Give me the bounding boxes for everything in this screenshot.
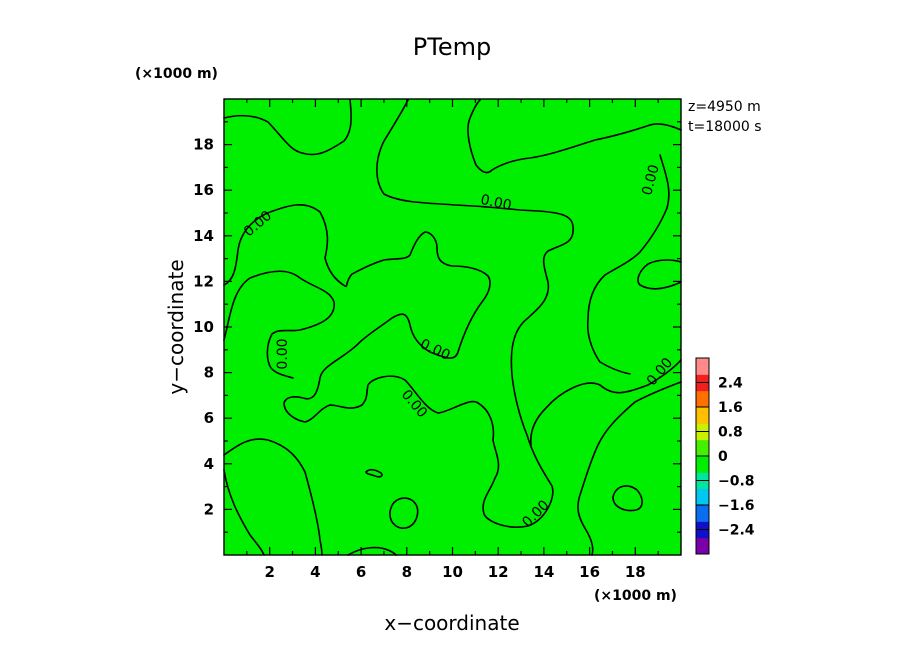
colorbar-tick-label: −2.4 — [718, 523, 755, 539]
y-tick-label: 16 — [193, 181, 214, 199]
colorbar-segment — [696, 488, 709, 506]
contour-line — [467, 99, 682, 174]
contour-line — [223, 99, 574, 528]
x-tick-label: 10 — [442, 563, 463, 581]
y-tick-label: 12 — [193, 272, 214, 290]
contour-line — [223, 99, 352, 156]
plot-area: 0.000.000.000.00 0.000.000.000.00 2 4 6 8 10 1… — [193, 98, 682, 581]
y-tick-label: 6 — [204, 409, 214, 427]
y-tick-label: 10 — [193, 318, 214, 336]
y-tick-label: 4 — [204, 455, 214, 473]
colorbar-tick-label: −1.6 — [718, 498, 755, 514]
contour-line — [389, 497, 419, 529]
y-axis-label: y−coordinate — [164, 259, 188, 394]
axis-tick-labels: 2 4 6 8 10 12 14 16 18 2 4 6 8 10 12 14 16 18 — [193, 136, 646, 581]
x-tick-label: 2 — [264, 563, 274, 581]
y-tick-label: 14 — [193, 227, 214, 245]
y-unit-label: (×1000 m) — [135, 66, 218, 82]
y-tick-label: 8 — [204, 364, 214, 382]
contour-line — [577, 381, 682, 556]
x-tick-label: 8 — [402, 563, 412, 581]
field-fill — [224, 99, 681, 555]
contour-line — [347, 546, 397, 556]
contour-line — [223, 469, 265, 556]
contour-label: 0.00 — [639, 163, 663, 197]
colorbar-segment — [696, 358, 709, 375]
colorbar-tick-label: −0.8 — [718, 474, 755, 490]
x-tick-label: 12 — [488, 563, 509, 581]
contour-line — [223, 270, 335, 379]
contour-label: 0.00 — [275, 338, 291, 369]
colorbar-tick-label: 0.8 — [718, 425, 743, 441]
x-tick-label: 6 — [356, 563, 366, 581]
contour-line — [365, 468, 383, 478]
contour-line — [223, 438, 323, 556]
colorbar-tick-label: 1.6 — [718, 400, 743, 416]
contour-label: 0.00 — [479, 192, 513, 214]
x-tick-label: 4 — [310, 563, 320, 581]
x-axis-label: x−coordinate — [384, 611, 519, 635]
annotation-time: t=18000 s — [688, 119, 762, 135]
contour-line — [529, 359, 682, 446]
chart-title: PTemp — [413, 33, 491, 61]
colorbar: 2.4 1.6 0.8 0 −0.8 −1.6 −2.4 — [695, 357, 755, 555]
colorbar-segment — [696, 537, 709, 555]
contour-line — [612, 485, 643, 512]
colorbar-segment — [696, 456, 709, 473]
colorbar-segment — [696, 505, 709, 522]
x-tick-label: 16 — [579, 563, 600, 581]
x-tick-label: 18 — [625, 563, 646, 581]
colorbar-segment — [696, 407, 709, 424]
axis-ticks — [224, 99, 681, 555]
y-tick-label: 18 — [193, 136, 214, 154]
y-tick-label: 2 — [204, 500, 214, 518]
colorbar-segment — [696, 439, 709, 457]
annotation-height: z=4950 m — [688, 99, 761, 115]
contour-line — [637, 259, 682, 290]
contour-line — [586, 154, 670, 375]
colorbar-tick-label: 2.4 — [718, 376, 743, 392]
zero-contour-lines — [223, 99, 682, 556]
x-unit-label: (×1000 m) — [594, 588, 677, 604]
colorbar-segment — [696, 390, 709, 408]
x-tick-label: 14 — [533, 563, 554, 581]
colorbar-tick-label: 0 — [718, 449, 728, 465]
